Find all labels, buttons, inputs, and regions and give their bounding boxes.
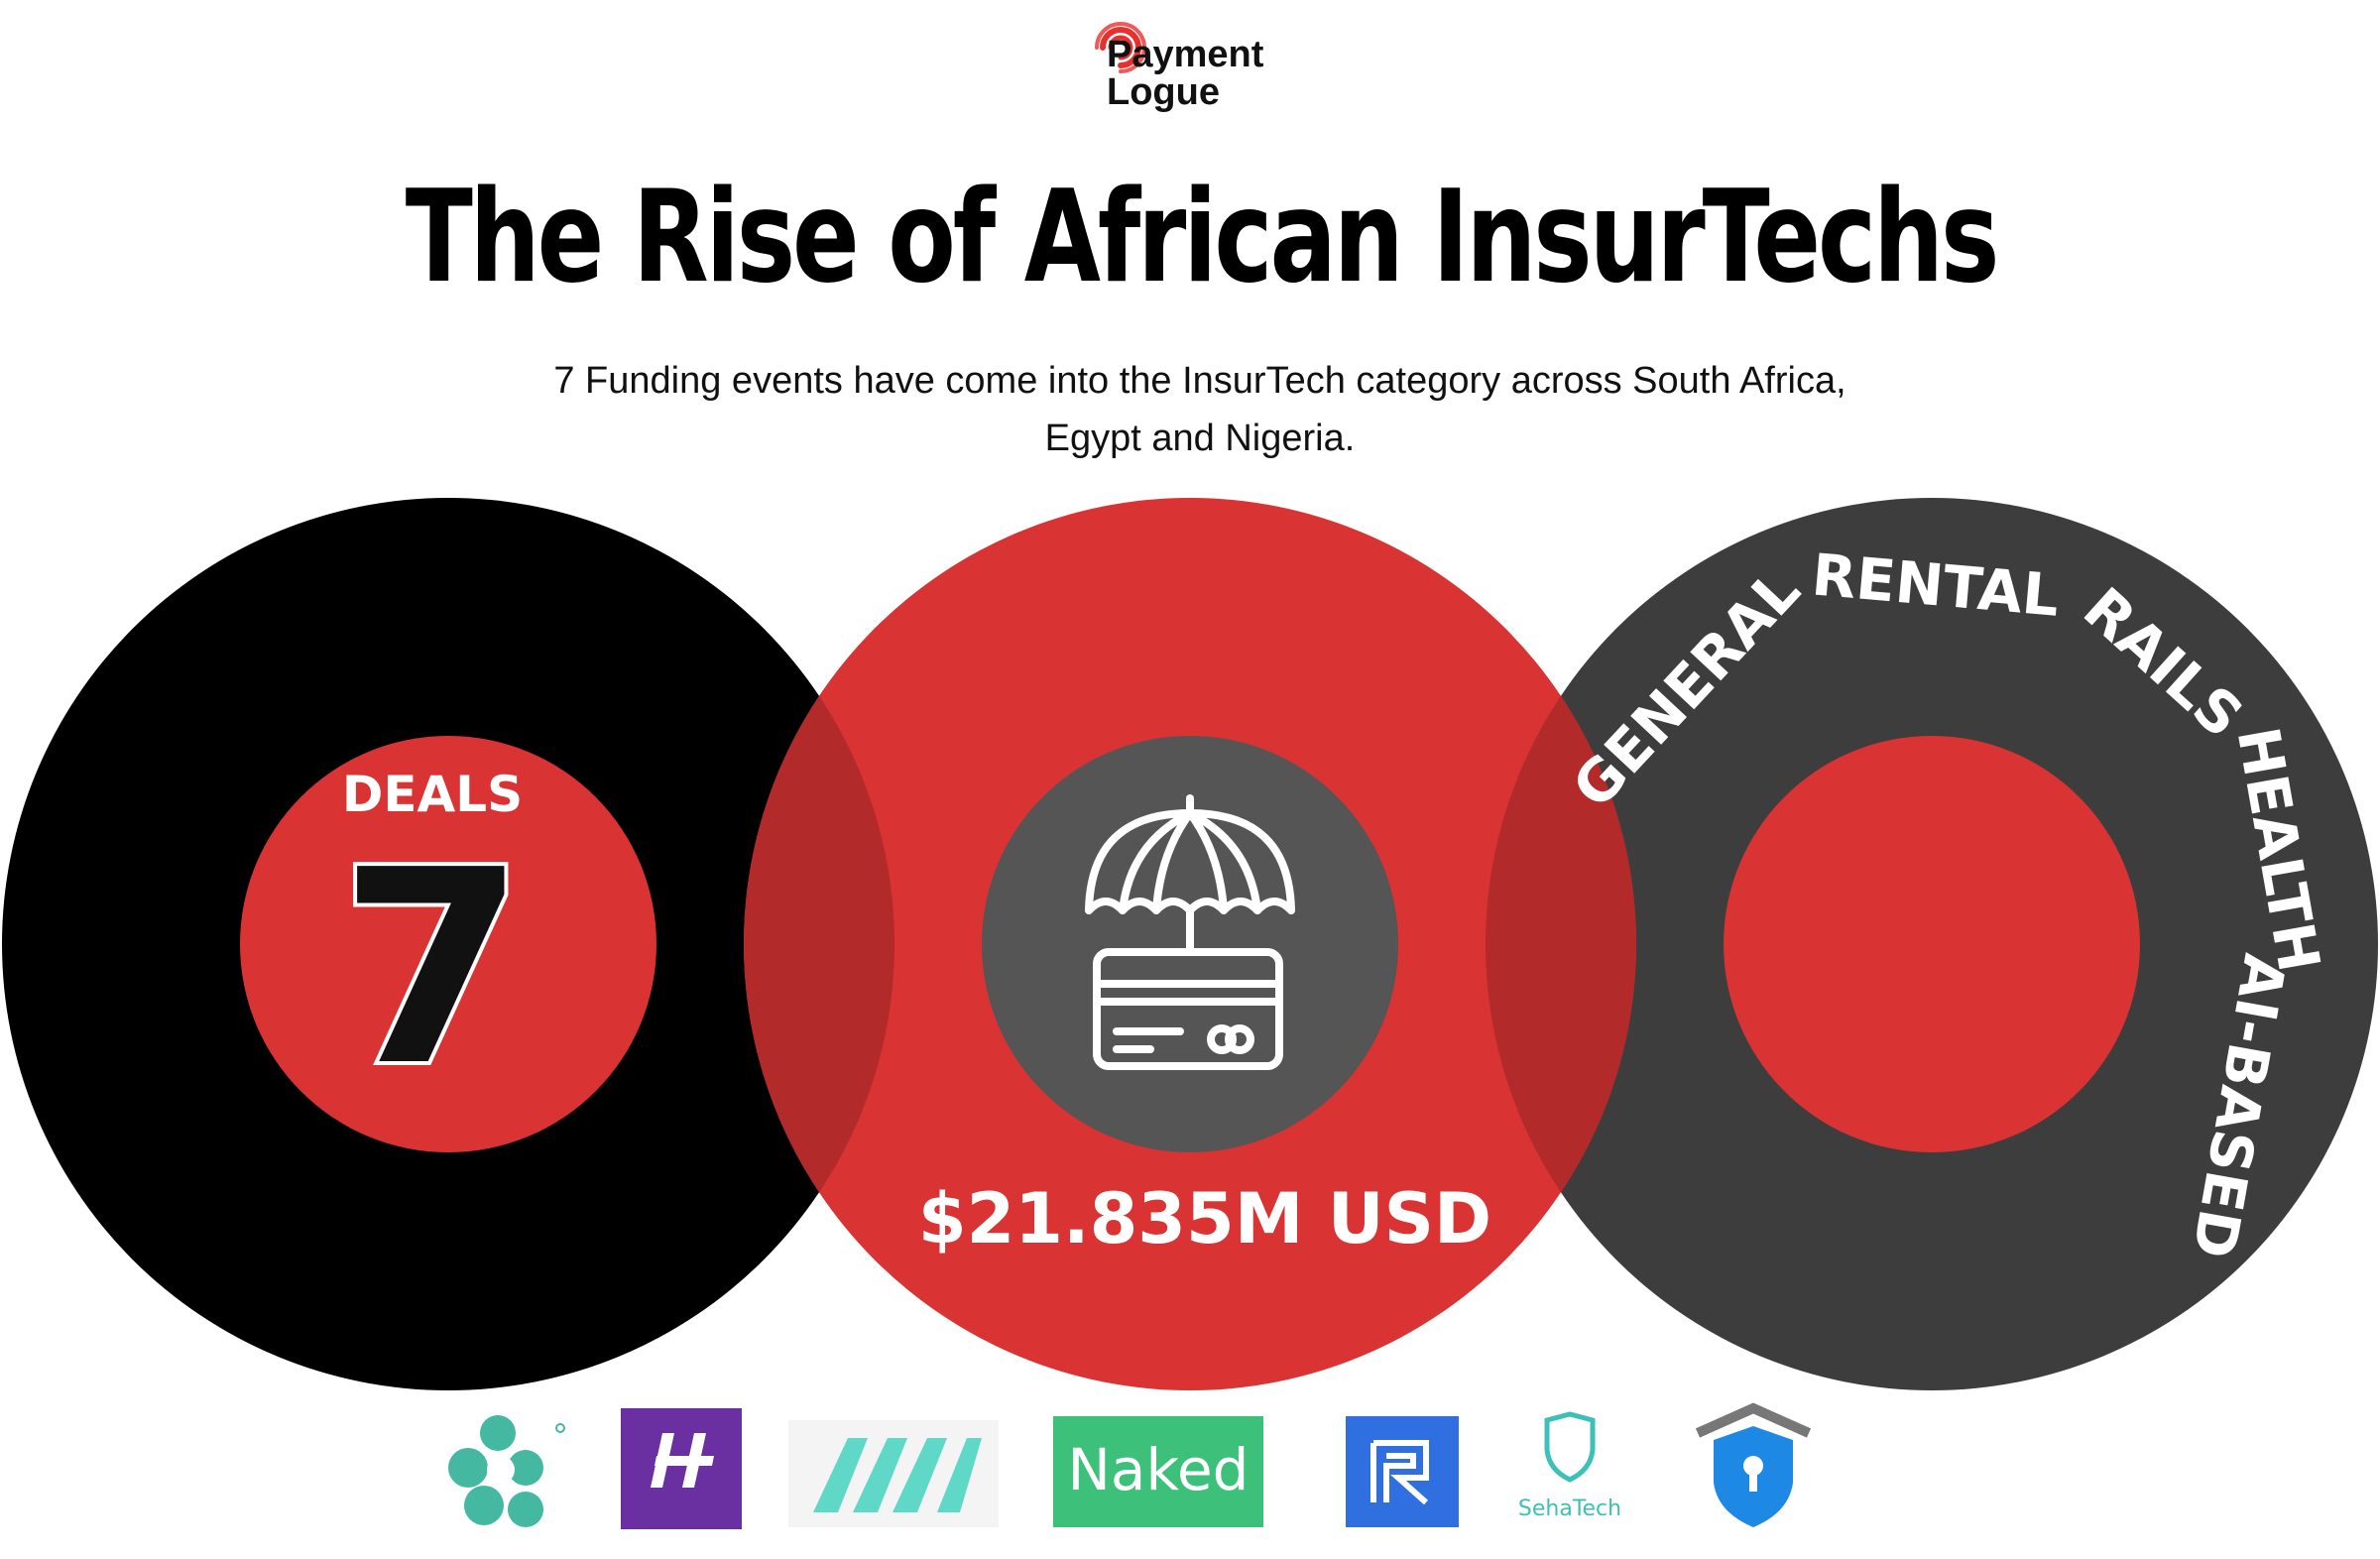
payment-logue-icon <box>1095 22 1146 73</box>
brand-name-line1: Payment <box>1107 34 1264 75</box>
sehatech-logo-text: SehaTech <box>1518 1497 1621 1521</box>
umbrella-card-icon <box>1085 794 1295 1070</box>
shield-house-logo <box>1695 1402 1812 1527</box>
naked-logo-text: Naked <box>1068 1436 1250 1503</box>
deals-label: DEALS <box>342 766 523 823</box>
brand-name: Payment Logue <box>1107 36 1263 111</box>
deals-inner-circle <box>240 736 656 1152</box>
sehatech-shield-logo: SehaTech <box>1518 1411 1621 1521</box>
funding-amount: $21.835M USD <box>918 1178 1491 1259</box>
teal-flower-logo <box>448 1415 565 1527</box>
blue-r-logo <box>1346 1416 1459 1527</box>
purple-h-logo <box>621 1408 742 1529</box>
subtitle-line2: Egypt and Nigeria. <box>1044 418 1356 459</box>
page-title: The Rise of African InsurTechs <box>405 164 2000 311</box>
categories-inner-circle <box>1724 736 2140 1152</box>
brand-name-line2: Logue <box>1107 71 1220 113</box>
venn-diagram: DEALS 7 $21.835M USD GENERAL RENTAL RAIL… <box>2 498 2378 1390</box>
company-logos-row: Naked SehaTech <box>448 1402 1812 1529</box>
page-subtitle: 7 Funding events have come into the Insu… <box>416 352 1983 467</box>
brand-logo <box>1051 0 1289 119</box>
naked-logo: Naked <box>1053 1416 1263 1527</box>
teal-am-logo <box>788 1420 999 1527</box>
subtitle-line1: 7 Funding events have come into the Insu… <box>553 360 1846 402</box>
deals-count: 7 <box>339 812 526 1125</box>
